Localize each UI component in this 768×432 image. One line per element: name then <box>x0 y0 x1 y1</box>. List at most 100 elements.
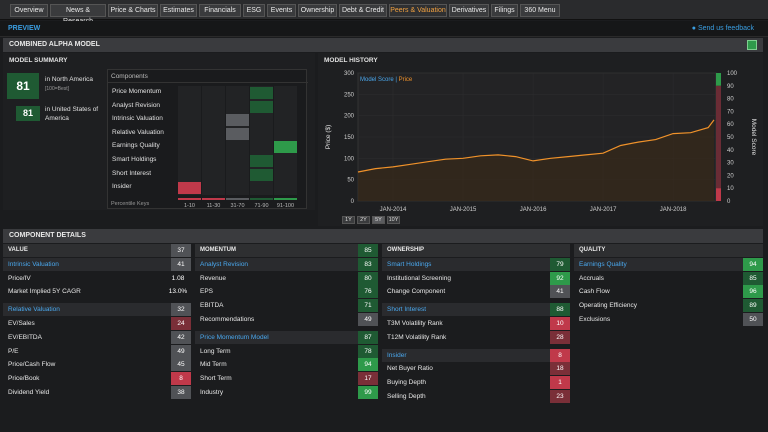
row-label: Long Term <box>200 347 231 355</box>
row-label: Price/Cash Flow <box>8 361 56 369</box>
tab-events[interactable]: Events <box>267 4 296 17</box>
x-tick: JAN-2017 <box>590 207 617 213</box>
range-button-5y[interactable]: 5Y <box>372 216 385 224</box>
tab-ownership[interactable]: Ownership <box>298 4 337 17</box>
region-north-america: in North America <box>45 76 94 83</box>
expand-icon[interactable] <box>747 40 757 50</box>
group-row[interactable]: Short Interest 88 <box>382 303 570 317</box>
group-label[interactable]: Analyst Revision <box>200 260 249 268</box>
table-row: Long Term 78 <box>195 344 378 358</box>
tab-financials[interactable]: Financials <box>199 4 241 17</box>
row-value: 94 <box>358 358 378 372</box>
tab-esg[interactable]: ESG <box>243 4 265 17</box>
section-header-score: 37 <box>171 244 191 257</box>
row-value: 49 <box>171 344 191 358</box>
group-row[interactable]: Analyst Revision 83 <box>195 257 378 271</box>
group-label[interactable]: Earnings Quality <box>579 260 627 268</box>
table-row: Industry 99 <box>195 386 378 399</box>
table-row: Revenue 80 <box>195 271 378 285</box>
row-value: 24 <box>171 317 191 330</box>
row-label: EV/Sales <box>8 320 35 327</box>
group-row[interactable]: Earnings Quality 94 <box>574 257 763 271</box>
x-tick: JAN-2014 <box>380 207 407 213</box>
chart-legend: Model Score | Price <box>360 77 413 83</box>
percentile-key: 91-100 <box>276 202 295 209</box>
tab-price-charts[interactable]: Price & Charts <box>108 4 158 17</box>
tab-peers-valuation[interactable]: Peers & Valuation <box>389 4 447 17</box>
row-value: 89 <box>743 299 763 313</box>
row-label: Price/Book <box>8 375 40 383</box>
range-button-1y[interactable]: 1Y <box>342 216 355 224</box>
section-header-row: VALUE 37 <box>3 244 191 257</box>
row-label: EV/EBITDA <box>8 333 42 341</box>
row-value: 17 <box>358 372 378 386</box>
group-row[interactable]: Price Momentum Model 87 <box>195 330 378 344</box>
tab-debt-credit[interactable]: Debt & Credit <box>339 4 387 17</box>
group-row[interactable]: Relative Valuation 32 <box>3 303 191 317</box>
section-header-score: 85 <box>358 244 378 257</box>
tab-news-research[interactable]: News & Research <box>50 4 106 25</box>
table-row: Price/Book 8 <box>3 372 191 386</box>
group-label[interactable]: Smart Holdings <box>387 260 432 268</box>
table-row: Market Implied 5Y CAGR 13.0% <box>3 285 191 298</box>
y-tick-left: 150 <box>344 135 355 141</box>
range-button-10y[interactable]: 10Y <box>387 216 400 224</box>
tab-estimates[interactable]: Estimates <box>160 4 197 17</box>
row-label: T12M Volatility Rank <box>387 333 447 341</box>
tab-filings[interactable]: Filings <box>491 4 518 17</box>
group-row[interactable]: Smart Holdings 79 <box>382 257 570 271</box>
table-row: Dividend Yield 38 <box>3 386 191 399</box>
group-row[interactable]: Insider 8 <box>382 348 570 362</box>
row-label: Accruals <box>579 274 604 282</box>
y-tick-left: 0 <box>351 199 355 205</box>
row-label: EPS <box>200 288 214 296</box>
component-label: Price Momentum <box>112 88 162 95</box>
row-value: 18 <box>550 362 570 376</box>
table-row: Change Component 41 <box>382 285 570 299</box>
table-row: EPS 76 <box>195 285 378 299</box>
section-header-label: VALUE <box>8 247 28 253</box>
percentile-key: 31-70 <box>230 202 245 209</box>
component-details-title: COMPONENT DETAILS <box>9 232 86 239</box>
percentile-key: 11-30 <box>206 202 221 209</box>
tab-overview[interactable]: Overview <box>10 4 48 17</box>
group-label[interactable]: Short Interest <box>387 306 427 314</box>
component-score-cell <box>226 127 249 140</box>
group-label[interactable]: Relative Valuation <box>8 306 60 314</box>
group-score: 87 <box>358 330 378 344</box>
row-value: 49 <box>358 313 378 326</box>
price-line <box>357 119 715 173</box>
components-header: Components <box>111 73 148 80</box>
group-score: 8 <box>550 348 570 362</box>
tab-360-menu[interactable]: 360 Menu <box>520 4 560 17</box>
row-label: Recommendations <box>200 316 255 323</box>
row-label: Industry <box>200 389 224 396</box>
legend-price: Price <box>399 77 413 83</box>
row-value: 45 <box>171 358 191 372</box>
section-header-row: QUALITY <box>574 244 763 257</box>
row-value: 42 <box>171 330 191 344</box>
component-label: Short Interest <box>112 169 152 177</box>
group-row[interactable]: Intrinsic Valuation 41 <box>3 257 191 271</box>
y-tick-right: 60 <box>727 122 734 128</box>
y-tick-right: 90 <box>727 84 734 90</box>
tab-derivatives[interactable]: Derivatives <box>449 4 489 17</box>
group-label[interactable]: Insider <box>387 351 407 359</box>
components-heatmap: Components Price Momentum Analyst Revisio… <box>107 69 308 209</box>
component-score-cell <box>250 87 273 99</box>
momentum-table: MOMENTUM 85 Analyst Revision 83 Revenue 80 EPS… <box>195 244 378 404</box>
group-label[interactable]: Intrinsic Valuation <box>8 260 59 268</box>
table-row: T3M Volatility Rank 10 <box>382 317 570 330</box>
range-button-2y[interactable]: 2Y <box>357 216 370 224</box>
row-label: Mid Term <box>200 361 227 369</box>
chat-icon: ● <box>691 25 698 32</box>
row-label: Exclusions <box>579 316 611 323</box>
percentile-column <box>250 86 273 195</box>
score-band-mid <box>716 85 721 189</box>
row-value: 92 <box>550 271 570 285</box>
feedback-link[interactable]: ● Send us feedback <box>692 25 754 32</box>
component-details-header: COMPONENT DETAILS <box>3 229 763 243</box>
table-row: Exclusions 50 <box>574 313 763 326</box>
group-label[interactable]: Price Momentum Model <box>200 333 269 341</box>
